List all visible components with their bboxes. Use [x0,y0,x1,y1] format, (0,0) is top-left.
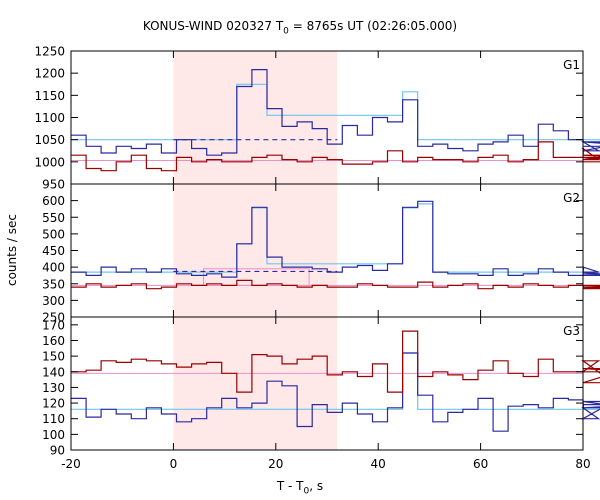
y-tick-label: 120 [42,397,65,411]
y-tick-label: 150 [42,350,65,364]
y-tick-label: 300 [42,294,65,308]
y-tick-label: 450 [42,244,65,258]
x-axis-label: T - T0, s [0,479,600,496]
panel-frame [70,316,584,451]
x-tick-label: 80 [575,457,590,471]
chart-title: KONUS-WIND 020327 T0 = 8765s UT (02:26:0… [0,19,600,36]
y-tick-label: 1200 [34,67,65,81]
panel-label: G1 [563,58,580,72]
title-suffix: = 8765s UT (02:26:05.000) [288,19,458,33]
x-tick-label: -20 [61,457,81,471]
xlabel-suffix: , s [309,479,324,493]
y-tick-label: 950 [42,178,65,192]
series-red-g3 [71,330,600,393]
x-tick-label: 60 [473,457,488,471]
y-tick-label: 1050 [34,133,65,147]
series-blue-g3 [71,352,600,432]
y-tick-label: 130 [42,381,65,395]
y-tick-label: 400 [42,261,65,275]
panel-g1: 950 1000 1050 1100 1150 1200 1250 G1 [34,45,600,192]
x-tick-label: 0 [170,457,178,471]
y-tick-label: 350 [42,277,65,291]
y-tick-label: 170 [42,318,65,332]
y-tick-label: 100 [42,428,65,442]
y-tick-label: 550 [42,211,65,225]
burst-interval-highlight [173,51,338,450]
x-tick-label: 40 [371,457,386,471]
y-axis-label: counts / sec [5,213,19,287]
y-tick-label: 90 [50,444,65,458]
y-tick-label: 160 [42,334,65,348]
series-red-g2 [71,279,600,290]
xlabel-text: T - T [276,479,304,493]
series-blue-g1 [71,69,600,156]
y-tick-label: 250 [42,311,65,325]
y-tick-label: 1150 [34,89,65,103]
y-tick-label: 140 [42,365,65,379]
y-tick-label: 1100 [34,111,65,125]
y-tick-label: 1000 [34,155,65,169]
panel-g2: 250 300 350 400 450 500 550 600 G2 [42,183,600,325]
title-text: KONUS-WIND 020327 T [142,19,284,33]
panel-label: G2 [563,191,580,205]
x-tick-label: 20 [268,457,283,471]
y-tick-label: 500 [42,227,65,241]
series-blue-g2 [71,200,600,278]
series-red-g1 [71,141,600,172]
xlabel-subscript: 0 [303,486,310,497]
y-tick-label: 110 [42,412,65,426]
title-subscript: 0 [283,26,289,37]
y-tick-label: 1250 [34,45,65,59]
panel-label: G3 [563,324,580,338]
y-tick-label: 600 [42,194,65,208]
